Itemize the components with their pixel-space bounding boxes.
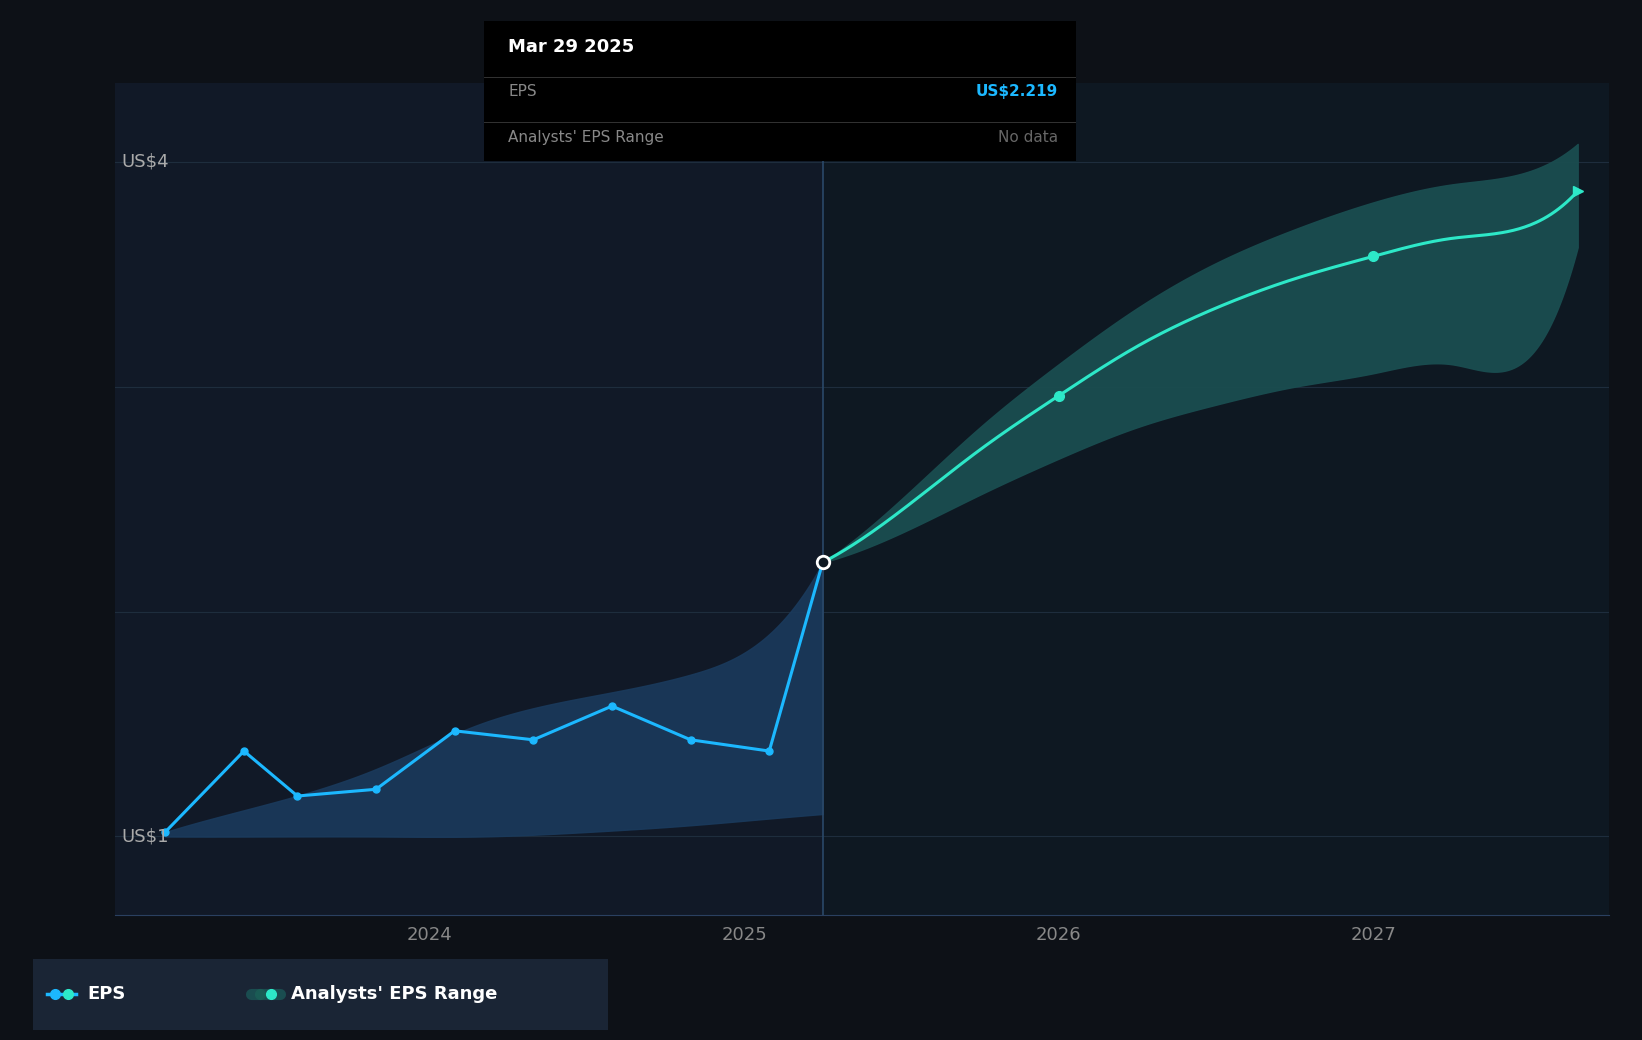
- Text: US$4: US$4: [122, 153, 169, 171]
- Text: Analysts' EPS Range: Analysts' EPS Range: [292, 985, 498, 1004]
- Text: EPS: EPS: [87, 985, 126, 1004]
- Text: Analysts' EPS Range: Analysts' EPS Range: [507, 130, 663, 146]
- Text: US$2.219: US$2.219: [975, 84, 1057, 99]
- Text: Mar 29 2025: Mar 29 2025: [507, 37, 634, 56]
- Text: No data: No data: [998, 130, 1057, 146]
- Text: Actual: Actual: [749, 112, 813, 130]
- Bar: [823, 83, 1609, 915]
- Text: Analysts Forecasts: Analysts Forecasts: [839, 112, 1007, 130]
- Text: US$1: US$1: [122, 828, 169, 846]
- Text: EPS: EPS: [507, 84, 537, 99]
